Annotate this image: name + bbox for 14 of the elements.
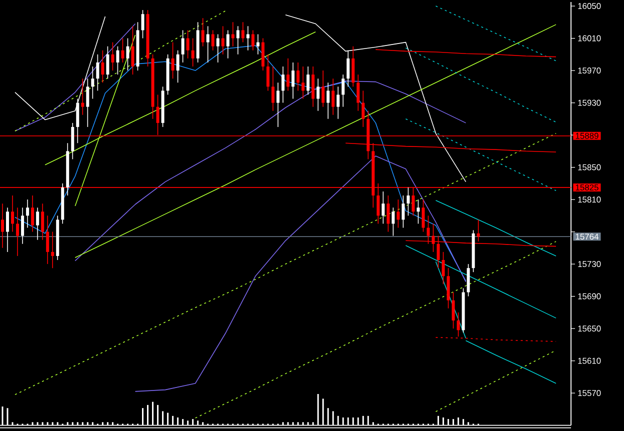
ref-line-label: 15764	[576, 234, 599, 240]
y-tick-label: 15970	[578, 68, 601, 74]
y-tick-label: 15730	[578, 261, 601, 268]
y-tick-label: 15690	[578, 293, 601, 300]
y-tick-label: 15610	[578, 358, 601, 364]
ref-line-label: 15889	[576, 132, 598, 139]
y-tick-label: 16010	[578, 35, 601, 42]
y-tick-label: 15850	[578, 164, 601, 170]
y-tick-label: 15650	[578, 326, 601, 332]
y-tick-label: 15570	[578, 390, 601, 396]
y-tick-label: 15930	[578, 100, 601, 106]
ref-line-label: 15825	[576, 184, 598, 190]
y-tick-label: 16050	[578, 3, 601, 10]
y-tick-label: 15810	[578, 196, 601, 203]
